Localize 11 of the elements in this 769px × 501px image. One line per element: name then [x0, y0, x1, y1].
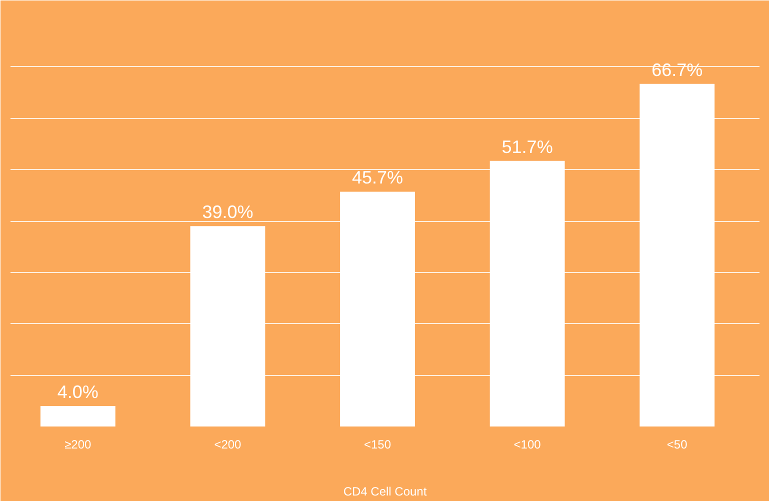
x-tick-label: <100	[514, 438, 542, 452]
x-tick-label: <150	[364, 438, 392, 452]
data-label: 51.7%	[502, 136, 553, 157]
x-tick-label: ≥200	[64, 438, 92, 452]
bar	[40, 406, 116, 426]
x-tick-label: <50	[666, 438, 688, 452]
data-label: 39.0%	[202, 202, 254, 222]
data-label: 45.7%	[352, 168, 404, 188]
x-axis-title: CD4 Cell Count	[343, 484, 428, 498]
data-label: 4.0%	[57, 382, 98, 402]
x-tick-label: <200	[214, 438, 242, 452]
